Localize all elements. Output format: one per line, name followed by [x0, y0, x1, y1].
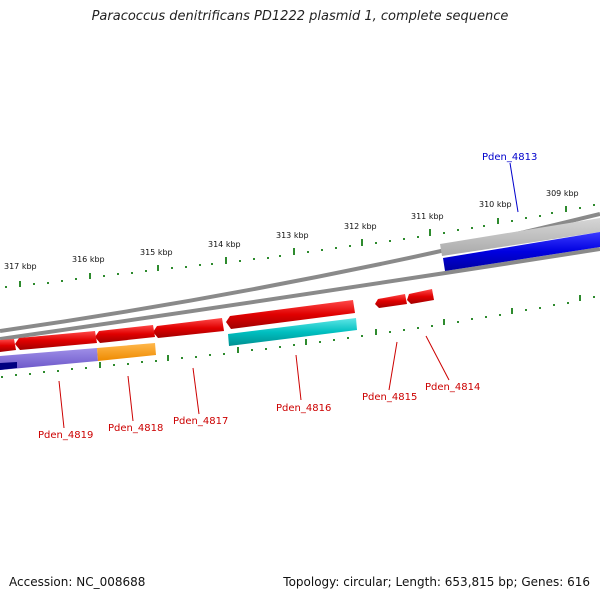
tick-label-316: 316 kbp [72, 255, 105, 264]
upper-tick-track [5, 204, 595, 288]
gene-arrow-pden-4819[interactable] [15, 331, 97, 350]
leader-line-pden-4817 [192, 367, 200, 415]
gene-arrow-pden-4815[interactable] [375, 294, 407, 308]
leader-line-pden-4819 [58, 380, 65, 429]
tick-label-313: 313 kbp [276, 231, 309, 240]
gene-arrow-pden-4813[interactable] [443, 232, 600, 271]
gene-label-pden-4816[interactable]: Pden_4816 [276, 403, 331, 414]
leader-line-pden-4813 [509, 162, 519, 213]
tick-label-312: 312 kbp [344, 222, 377, 231]
leader-line-pden-4816 [295, 354, 302, 401]
gene-arrow-pden-4814[interactable] [407, 289, 434, 304]
tick-label-315: 315 kbp [140, 248, 173, 257]
gene-arrow-pden-4816[interactable] [226, 300, 355, 329]
feature-purple-band [0, 348, 98, 370]
tick-label-314: 314 kbp [208, 240, 241, 249]
lower-tick-track [1, 295, 595, 378]
accession-label: Accession: NC_008688 [9, 575, 146, 589]
backbone-inner [0, 247, 600, 341]
feature-navy-band [0, 362, 17, 370]
leader-line-pden-4814 [425, 335, 450, 381]
map-title: Paracoccus denitrificans PD1222 plasmid … [91, 9, 509, 24]
tick-label-310: 310 kbp [479, 200, 512, 209]
tick-label-311: 311 kbp [411, 212, 444, 221]
sequence-summary: Topology: circular; Length: 653,815 bp; … [283, 575, 590, 589]
gene-arrow-left-edge[interactable] [0, 339, 16, 352]
tick-label-317: 317 kbp [4, 262, 37, 271]
feature-gray-band [440, 218, 600, 256]
leader-line-pden-4815 [388, 341, 398, 391]
tick-label-309: 309 kbp [546, 189, 579, 198]
gene-label-pden-4818[interactable]: Pden_4818 [108, 423, 163, 434]
feature-orange-band [97, 343, 156, 361]
gene-label-pden-4814[interactable]: Pden_4814 [425, 382, 480, 393]
gene-label-pden-4813[interactable]: Pden_4813 [482, 152, 537, 163]
gene-arrow-pden-4817[interactable] [153, 318, 224, 338]
leader-line-pden-4818 [127, 375, 134, 422]
gene-label-pden-4819[interactable]: Pden_4819 [38, 430, 93, 441]
feature-cyan-band [228, 318, 357, 346]
gene-label-pden-4817[interactable]: Pden_4817 [173, 416, 228, 427]
gene-label-pden-4815[interactable]: Pden_4815 [362, 392, 417, 403]
gene-arrow-pden-4818[interactable] [95, 325, 155, 343]
